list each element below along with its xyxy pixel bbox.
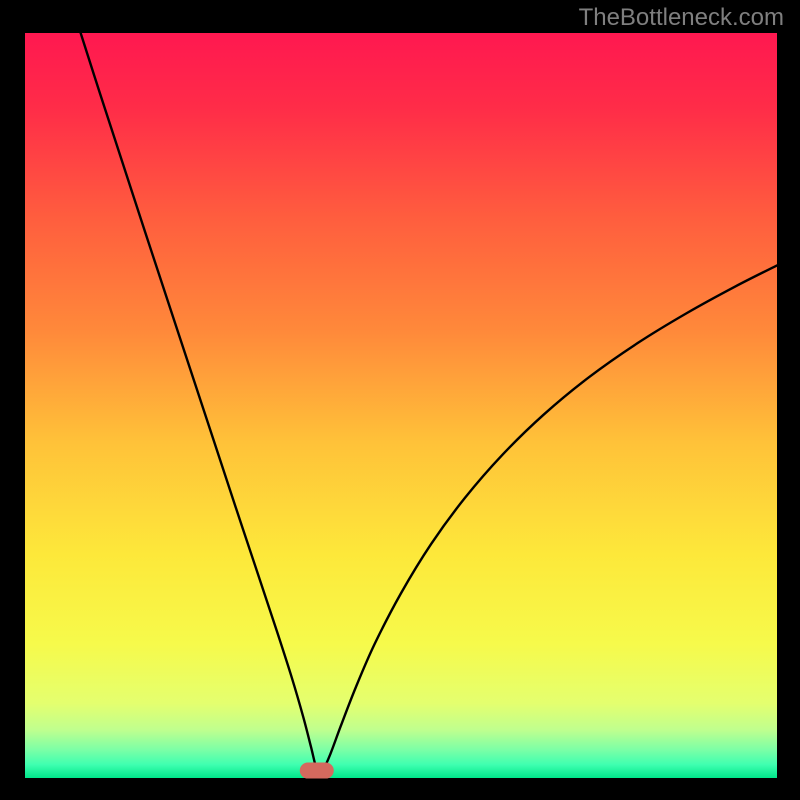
gradient-background xyxy=(25,33,777,778)
bottleneck-curve-chart xyxy=(0,0,800,800)
optimal-marker xyxy=(300,763,334,779)
chart-container: TheBottleneck.com xyxy=(0,0,800,800)
